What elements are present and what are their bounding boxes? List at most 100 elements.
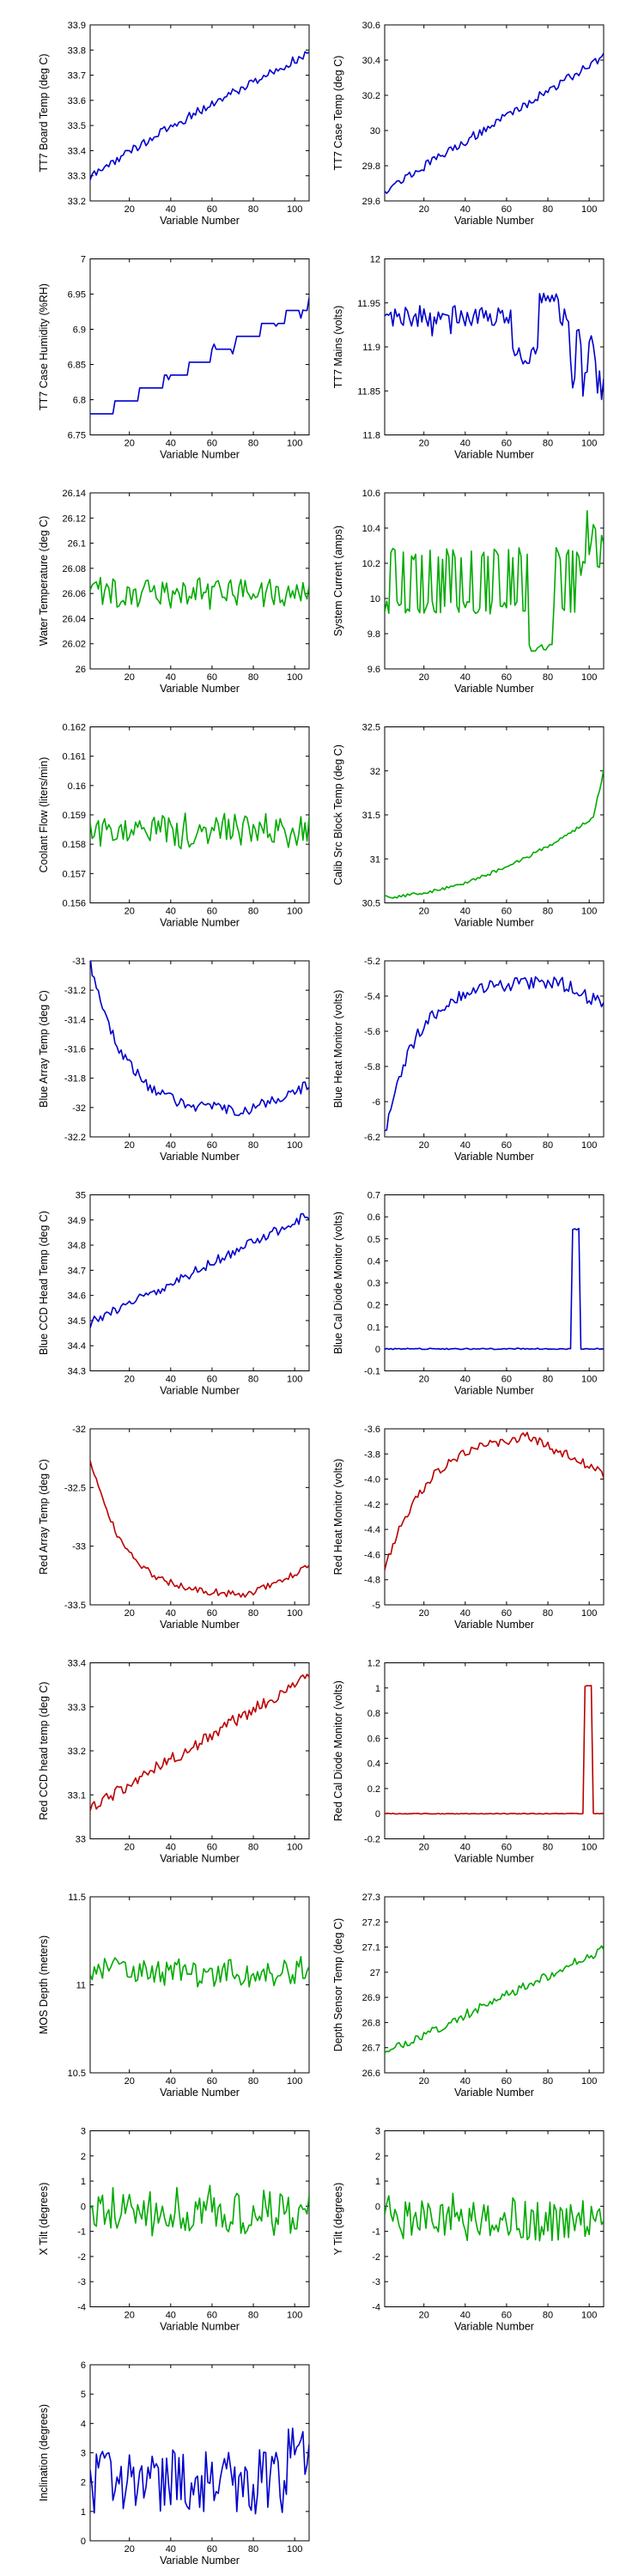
x-tick-label: 60 (207, 1608, 217, 1619)
y-tick-label: 31.5 (362, 811, 380, 821)
plot-frame (89, 24, 310, 202)
y-tick-label: -4 (372, 2303, 380, 2313)
y-tick-label: -5.4 (364, 992, 380, 1002)
plot-frame (384, 258, 605, 435)
y-tick-label: 34.4 (68, 1341, 86, 1352)
chart-panel-8: 20 40 60 80 100 30.5 31 31.5 32 32.5 Variable Numb… (332, 723, 605, 929)
chart-panel-7: 20 40 60 80 100 0.156 0.157 0.158 0.159 0.16 0.161… (38, 723, 310, 929)
series-line (90, 1212, 309, 1328)
y-tick-label: 0 (81, 2202, 86, 2212)
y-tick-label: -32.5 (64, 1483, 86, 1493)
y-tick-label: 33.2 (68, 1747, 86, 1757)
x-tick-label: 100 (287, 204, 302, 215)
y-tick-label: 3 (81, 2449, 86, 2459)
plot-frame (384, 1662, 605, 1839)
y-tick-label: 26.1 (68, 539, 86, 550)
y-tick-label: 1 (81, 2507, 86, 2518)
y-tick-label: -31.8 (64, 1074, 86, 1084)
y-tick-label: -33.5 (64, 1601, 86, 1611)
y-tick-label: 34.6 (68, 1291, 86, 1302)
x-tick-label: 20 (419, 1140, 429, 1151)
x-tick-label: 40 (166, 2076, 176, 2087)
series-line (90, 2427, 309, 2515)
chart-panel-19: 20 40 60 80 100 -4 -3 -2 -1 0 1 2 3 Variable Number X … (38, 2127, 310, 2333)
x-axis-label: Variable Number (454, 917, 534, 929)
series-line (90, 1955, 309, 1988)
y-tick-label: 33.8 (68, 46, 86, 56)
y-tick-label: 34.5 (68, 1316, 86, 1327)
y-tick-label: 1 (375, 1684, 380, 1694)
series-line (385, 509, 604, 653)
x-tick-label: 40 (460, 1608, 471, 1619)
x-tick-label: 100 (581, 1375, 597, 1385)
y-axis-label: System Current (amps) (332, 526, 344, 636)
y-tick-label: 9.8 (368, 629, 380, 640)
x-tick-label: 100 (581, 1608, 597, 1619)
series-line (385, 769, 604, 899)
y-tick-label: 6 (81, 2360, 86, 2371)
x-tick-label: 80 (543, 1843, 553, 1853)
x-tick-label: 60 (501, 2311, 512, 2321)
x-tick-label: 100 (287, 2076, 302, 2087)
x-tick-label: 60 (501, 1608, 512, 1619)
y-tick-label: 34.3 (68, 1367, 86, 1377)
y-tick-label: 26.08 (62, 564, 86, 574)
y-tick-label: 0.6 (368, 1212, 380, 1223)
series-line (90, 297, 309, 415)
x-axis-label: Variable Number (454, 449, 534, 461)
y-tick-label: -2 (372, 2252, 380, 2263)
y-tick-label: 0.2 (368, 1784, 380, 1795)
x-tick-label: 20 (419, 2076, 429, 2087)
x-tick-label: 60 (501, 204, 512, 215)
y-axis-label: Blue CCD Head Temp (deg C) (38, 1211, 50, 1355)
y-tick-label: 12 (370, 255, 380, 265)
x-tick-label: 100 (287, 672, 302, 683)
y-tick-label: -32 (72, 1103, 86, 1114)
y-tick-label: 2 (81, 2478, 86, 2488)
y-tick-label: 26.04 (62, 614, 86, 624)
series-line (385, 292, 604, 401)
y-tick-label: 0.156 (62, 899, 86, 909)
y-tick-label: -3.8 (364, 1449, 380, 1460)
x-tick-label: 60 (207, 204, 217, 215)
y-axis-label: MOS Depth (meters) (38, 1935, 50, 2034)
x-tick-label: 20 (419, 1843, 429, 1853)
y-tick-label: 3 (375, 2127, 380, 2137)
series-line (385, 1227, 604, 1351)
y-tick-label: 33.6 (68, 96, 86, 106)
x-tick-label: 40 (460, 1843, 471, 1853)
x-tick-label: 80 (543, 907, 553, 917)
y-tick-label: -31 (72, 957, 86, 967)
y-tick-label: 30 (370, 126, 380, 137)
series-line (385, 1685, 604, 1815)
x-tick-label: 40 (460, 439, 471, 449)
x-tick-label: 80 (543, 204, 553, 215)
x-axis-label: Variable Number (454, 1853, 534, 1865)
y-axis-label: Blue Cal Diode Monitor (volts) (332, 1212, 344, 1354)
y-tick-label: 32.5 (362, 723, 380, 733)
y-tick-label: 0.161 (62, 752, 86, 762)
chart-panel-13: 20 40 60 80 100 -33.5 -33 -32.5 -32 Variable Numb… (38, 1425, 310, 1631)
x-tick-label: 100 (581, 2076, 597, 2087)
x-axis-label: Variable Number (160, 2087, 240, 2099)
y-tick-label: 0 (375, 1345, 380, 1355)
plot-frame (384, 726, 605, 903)
y-tick-label: 33.9 (68, 21, 86, 31)
x-tick-label: 60 (207, 1140, 217, 1151)
x-tick-label: 100 (287, 2544, 302, 2555)
plot-frame (89, 1662, 310, 1839)
x-tick-label: 40 (166, 1608, 176, 1619)
y-axis-label: Blue Array Temp (deg C) (38, 990, 50, 1108)
y-tick-label: 10.6 (362, 489, 380, 499)
y-tick-label: -5.8 (364, 1062, 380, 1072)
y-tick-label: -0.2 (364, 1835, 380, 1845)
y-tick-label: 11.8 (362, 431, 380, 441)
x-tick-label: 80 (248, 439, 258, 449)
y-tick-label: -0.1 (364, 1367, 380, 1377)
y-tick-label: 0 (81, 2537, 86, 2547)
y-tick-label: 0.159 (62, 811, 86, 821)
x-tick-label: 20 (125, 204, 135, 215)
y-tick-label: 34.8 (68, 1241, 86, 1251)
y-tick-label: 6.8 (73, 396, 86, 406)
y-tick-label: 6.95 (68, 290, 86, 301)
